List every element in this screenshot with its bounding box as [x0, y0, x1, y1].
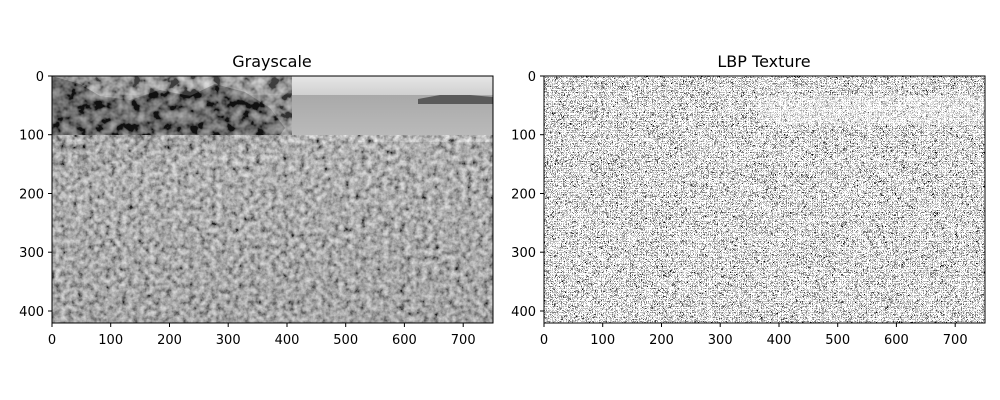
svg-text:100: 100: [98, 333, 123, 348]
y-tick: 200: [19, 188, 52, 203]
x-tick: 100: [590, 323, 615, 348]
svg-text:700: 700: [451, 333, 476, 348]
y-axis: 0 100 200 300 400: [19, 70, 52, 320]
svg-text:0: 0: [48, 333, 56, 348]
plot-frame: [51, 75, 494, 324]
y-axis: 0 100 200 300 400: [511, 70, 544, 320]
svg-text:200: 200: [649, 333, 674, 348]
x-tick: 700: [451, 323, 476, 348]
y-tick: 400: [19, 305, 52, 320]
svg-text:400: 400: [19, 305, 44, 320]
svg-text:600: 600: [884, 333, 909, 348]
x-tick: 300: [708, 323, 733, 348]
svg-text:200: 200: [19, 188, 44, 203]
x-tick: 500: [825, 323, 850, 348]
svg-text:400: 400: [767, 333, 792, 348]
y-tick: 300: [19, 246, 52, 261]
y-tick: 100: [511, 129, 544, 144]
svg-text:100: 100: [19, 129, 44, 144]
svg-text:100: 100: [590, 333, 615, 348]
panel-grayscale: Grayscale 0 100 200 300 400 500 600: [19, 52, 494, 348]
x-axis: 0 100 200 300 400 500 600 700: [48, 323, 476, 348]
x-tick: 0: [48, 323, 56, 348]
svg-text:300: 300: [708, 333, 733, 348]
svg-text:300: 300: [216, 333, 241, 348]
y-tick: 100: [19, 129, 52, 144]
svg-text:0: 0: [36, 70, 44, 85]
y-tick: 0: [528, 70, 544, 85]
svg-text:200: 200: [157, 333, 182, 348]
svg-text:300: 300: [19, 246, 44, 261]
x-tick: 300: [216, 323, 241, 348]
svg-text:400: 400: [511, 305, 536, 320]
x-tick: 100: [98, 323, 123, 348]
svg-text:200: 200: [511, 188, 536, 203]
x-tick: 600: [392, 323, 417, 348]
svg-text:600: 600: [392, 333, 417, 348]
y-tick: 200: [511, 188, 544, 203]
y-tick: 0: [36, 70, 52, 85]
svg-text:300: 300: [511, 246, 536, 261]
x-tick: 600: [884, 323, 909, 348]
svg-text:100: 100: [511, 129, 536, 144]
x-tick: 200: [157, 323, 182, 348]
x-tick: 400: [275, 323, 300, 348]
svg-text:700: 700: [943, 333, 968, 348]
plot-frame: [543, 75, 986, 324]
svg-text:500: 500: [333, 333, 358, 348]
x-tick: 0: [540, 323, 548, 348]
grayscale-image: [52, 76, 493, 323]
svg-text:0: 0: [528, 70, 536, 85]
svg-text:400: 400: [275, 333, 300, 348]
svg-text:500: 500: [825, 333, 850, 348]
y-tick: 300: [511, 246, 544, 261]
x-tick: 400: [767, 323, 792, 348]
panel-title: Grayscale: [232, 52, 311, 71]
x-axis: 0 100 200 300 400 500 600 700: [540, 323, 968, 348]
x-tick: 500: [333, 323, 358, 348]
x-tick: 200: [649, 323, 674, 348]
panel-title: LBP Texture: [717, 52, 810, 71]
lbp-image: [544, 76, 985, 323]
svg-text:0: 0: [540, 333, 548, 348]
panel-lbp: LBP Texture 0 100 200 300 400 500 600 70…: [511, 52, 986, 348]
x-tick: 700: [943, 323, 968, 348]
y-tick: 400: [511, 305, 544, 320]
